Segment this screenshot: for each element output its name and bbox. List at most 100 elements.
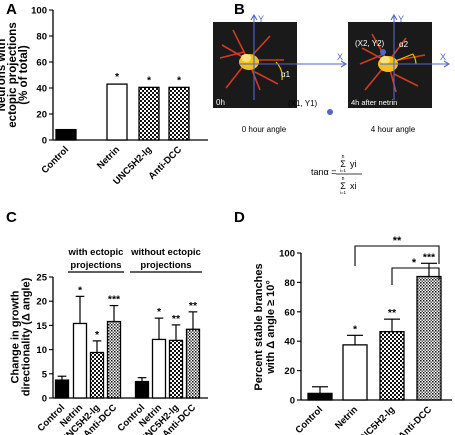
y-tick-label: 80 (284, 278, 295, 289)
formula-denominator: xi (350, 181, 357, 191)
y-tick-label: 40 (36, 84, 47, 95)
bracket-1-stars: ** (393, 235, 402, 247)
y-tick-label: 5 (42, 369, 48, 380)
micrograph-4h: 4h after netrin α2 (X2, Y2) (348, 22, 432, 108)
significance-stars: * (157, 306, 162, 318)
significance-stars: ** (172, 313, 181, 325)
point-x2y2 (380, 49, 386, 55)
group-label-without-ectopic-2: projections (140, 260, 191, 271)
panel-d-brackets (354, 245, 440, 285)
formula-sum-top-symbol: Σ (340, 159, 346, 169)
bar-unc5h2-lg (379, 330, 405, 401)
bracket-unc5h2-anti-dcc (391, 267, 440, 285)
angle-arc-0h (275, 61, 283, 81)
point-x1y1 (327, 109, 333, 115)
y-axis-title: (% of total) (18, 45, 30, 105)
formula-sum-bottom-upper: n (342, 176, 345, 182)
bar-unc5h2-lg (138, 86, 160, 141)
y-tick-label: 0 (42, 136, 47, 147)
significance-stars: * (353, 323, 358, 335)
axes-0h (240, 13, 348, 100)
y-axis-title: Change in growth (10, 290, 22, 383)
chart-panel-a: 0 20 40 60 80 100 Neurons with ectopic projecti… (0, 6, 208, 187)
y-tick-label: 10 (36, 345, 47, 356)
significance-stars: * (147, 74, 152, 86)
y-tick-label: 100 (279, 249, 295, 260)
y-tick-label: 40 (284, 337, 295, 348)
micrograph-0h: 0h α1 (213, 22, 297, 108)
significance-stars: ** (388, 307, 397, 319)
bar-anti-dcc (185, 328, 201, 399)
y-tick-label: 60 (284, 307, 295, 318)
x-tick-label: Netrin (95, 144, 122, 171)
y-tick-label: 0 (290, 396, 295, 407)
angle-label-a1: α1 (281, 70, 291, 79)
y-tick-label: 20 (36, 297, 47, 308)
y-tick-label: 0 (42, 394, 47, 405)
y-axis-label-0h: Y (258, 14, 264, 24)
y-axis-title: Percent stable branches (253, 263, 265, 390)
formula-numerator: yi (350, 159, 357, 169)
panel-label-c: C (6, 209, 17, 226)
x-tick-label: Netrin (333, 404, 360, 431)
x-tick-label: UNC5H2-lg (354, 404, 397, 435)
x-tick-label: Control (293, 404, 325, 435)
y-tick-label: 100 (31, 6, 47, 17)
label-4h: 4h after netrin (351, 98, 397, 107)
bar-netrin (151, 338, 167, 399)
y-tick-label: 20 (36, 110, 47, 121)
panel-label-a: A (6, 1, 17, 18)
x-tick-label: Control (39, 144, 71, 176)
bar-anti-dcc (416, 275, 442, 401)
axes-4h (380, 13, 451, 100)
neuron-4h-icon (359, 33, 426, 93)
x-axis-label-0h: X (337, 52, 343, 62)
soma-0h-highlight (241, 54, 251, 62)
y-axis-title: Neurons with (0, 39, 8, 112)
y-axis-label-4h: Y (398, 14, 404, 24)
y-tick-label: 15 (36, 321, 47, 332)
x-tick-label: Anti-DCC (146, 144, 184, 182)
bar-unc5h2-lg (168, 339, 184, 399)
bar-anti-dcc (106, 320, 122, 399)
point-label-x2y2: (X2, Y2) (355, 39, 385, 48)
x-tick-label: Anti-DCC (396, 404, 434, 435)
significance-stars: *** (423, 251, 436, 263)
significance-stars: * (177, 74, 182, 86)
formula-sum-top-upper: n (342, 154, 345, 160)
significance-stars: * (78, 284, 83, 296)
y-tick-label: 80 (36, 32, 47, 43)
angle-ray-4h (387, 53, 414, 65)
chart-panel-c: 0 5 10 15 20 25 Change in growth directionality… (10, 273, 208, 435)
y-tick-label: 60 (36, 58, 47, 69)
bracket-netrin-anti-dcc (354, 245, 440, 266)
bracket-2-stars: * (412, 257, 417, 269)
angle-label-a2: α2 (399, 40, 409, 49)
bar-anti-dcc (168, 86, 190, 141)
x-axis-label-4h: X (440, 52, 446, 62)
bar-control (55, 128, 77, 141)
y-axis-title: with Δ angle ≥ 10° (265, 280, 277, 375)
panel-c-group-headers: with ectopic projections without ectopic… (68, 247, 202, 273)
panel-label-d: D (234, 209, 245, 226)
caption-4h: 4 hour angle (371, 125, 416, 134)
panel-label-b: B (234, 1, 245, 18)
group-label-with-ectopic: with ectopic (68, 247, 124, 258)
bar-control (54, 379, 70, 399)
formula-sum-bottom-symbol: Σ (340, 181, 346, 191)
y-axis-title: directionality (Δ angle) (21, 277, 33, 396)
significance-stars: *** (108, 294, 121, 306)
group-label-without-ectopic: without ectopic (130, 247, 201, 258)
bar-netrin (72, 322, 88, 399)
bar-control (134, 380, 150, 399)
formula-tan-alpha: tanα = n Σ i=1 yi n Σ i=1 xi (311, 154, 362, 195)
y-axis-title: ectopic projections (7, 22, 19, 127)
formula-sum-bottom-lower: i=1 (340, 190, 347, 195)
bar-netrin (106, 83, 128, 141)
formula-lhs: tanα = (311, 167, 336, 177)
chart-panel-d: 0 20 40 60 80 100 Percent stable branches with … (253, 249, 452, 435)
label-0h: 0h (216, 98, 225, 107)
group-label-with-ectopic-2: projections (70, 260, 121, 271)
formula-sum-top-lower: i=1 (340, 168, 347, 173)
